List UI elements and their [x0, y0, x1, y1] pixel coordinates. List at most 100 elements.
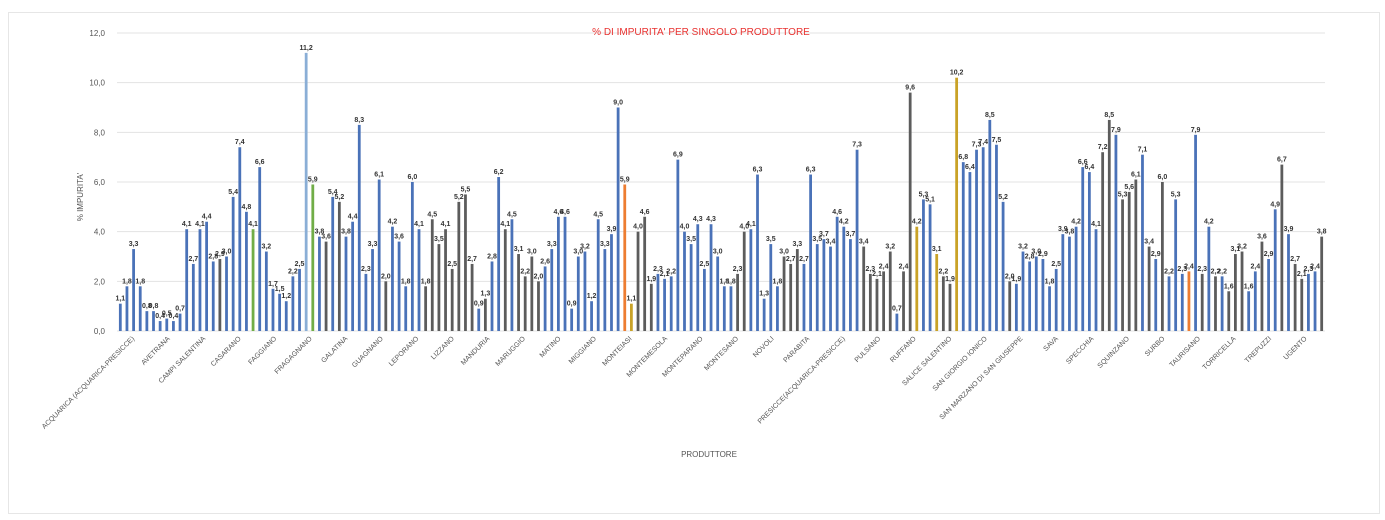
- bar: [902, 271, 905, 331]
- bar: [278, 293, 282, 331]
- bar: [377, 179, 381, 331]
- bar-value-label: 0,5: [162, 311, 172, 318]
- bar-value-label: 2,0: [1005, 273, 1015, 280]
- bar-value-label: 1,3: [759, 291, 769, 298]
- bar-value-label: 9,6: [905, 85, 915, 92]
- bar: [1061, 234, 1065, 331]
- bar-value-label: 3,0: [1031, 249, 1041, 256]
- bar-value-label: 2,2: [938, 268, 948, 275]
- x-category-label: SURBO: [1144, 335, 1167, 358]
- bar: [430, 219, 434, 331]
- bar: [410, 182, 414, 331]
- x-category-label: UGENTO: [1283, 335, 1309, 361]
- bar-value-label: 2,9: [1038, 251, 1048, 258]
- bar-value-label: 7,9: [1191, 127, 1201, 134]
- bar-value-label: 3,9: [607, 226, 617, 233]
- bar: [331, 196, 335, 331]
- y-axis-ticks: 0,0 2,0 4,0 6,0 8,0 10,0 12,0: [89, 29, 105, 336]
- bar-value-label: 11,2: [300, 45, 313, 52]
- bar-value-label: 4,6: [832, 209, 842, 216]
- bar-value-label: 2,4: [1310, 263, 1320, 270]
- bar-value-label: 3,0: [573, 249, 583, 256]
- bar-value-label: 6,9: [673, 152, 683, 159]
- bar: [643, 216, 647, 331]
- bar-value-label: 4,0: [680, 224, 690, 231]
- bar: [1014, 283, 1018, 331]
- bar: [875, 278, 879, 331]
- bar: [576, 256, 580, 331]
- bar-value-label: 4,3: [706, 216, 716, 223]
- bar: [337, 201, 341, 331]
- bar-value-label: 3,3: [547, 241, 557, 248]
- bar: [842, 226, 846, 331]
- bar-value-label: 4,4: [202, 214, 212, 221]
- bar-value-label: 3,8: [1317, 229, 1327, 236]
- bar-value-label: 4,5: [593, 211, 603, 218]
- bar-value-label: 8,3: [354, 117, 364, 124]
- bar-value-label: 4,4: [348, 214, 358, 221]
- bar: [855, 149, 859, 331]
- bar: [669, 276, 673, 331]
- bar-value-label: 0,4: [169, 313, 179, 320]
- bar: [550, 249, 554, 331]
- y-tick-label: 8,0: [94, 128, 106, 137]
- bar: [218, 258, 222, 331]
- bar-value-label: 4,6: [560, 209, 570, 216]
- bar: [118, 303, 122, 331]
- bar-value-label: 4,2: [388, 219, 398, 226]
- bar-value-label: 6,4: [1085, 164, 1095, 171]
- bar: [563, 216, 567, 331]
- bar-value-label: 2,7: [467, 256, 477, 263]
- bar: [596, 219, 600, 331]
- bar-value-label: 2,5: [447, 261, 457, 268]
- bar-value-label: 3,3: [368, 241, 378, 248]
- bar: [1320, 236, 1324, 331]
- bar: [1187, 271, 1191, 331]
- bar-value-label: 4,3: [693, 216, 703, 223]
- bar-value-label: 6,1: [1131, 172, 1141, 179]
- bar-value-label: 1,2: [587, 293, 597, 300]
- bar: [1068, 236, 1071, 331]
- impurity-bar-chart: 0,02,04,06,08,010,012,0 1,11,83,31,80,80…: [41, 27, 1327, 459]
- bar-value-label: 4,2: [839, 219, 849, 226]
- bar-value-label: 4,0: [739, 224, 749, 231]
- bar-value-label: 3,2: [580, 244, 590, 251]
- bar-value-label: 2,2: [1211, 268, 1221, 275]
- x-category-label: FRAGAGNANO: [274, 335, 315, 376]
- bar: [716, 256, 720, 331]
- x-category-label: SQUINZANO: [1097, 335, 1132, 370]
- bar: [1234, 254, 1237, 331]
- bar-value-label: 4,1: [746, 221, 756, 228]
- bar-value-label: 2,5: [1051, 261, 1061, 268]
- bar-value-label: 3,2: [1018, 244, 1028, 251]
- bar: [882, 271, 886, 331]
- bar: [245, 211, 248, 331]
- bar: [1087, 172, 1091, 331]
- x-category-label: MARUGGIO: [495, 335, 528, 368]
- bar: [1008, 281, 1012, 331]
- bar: [470, 263, 474, 331]
- bar: [868, 273, 872, 331]
- bar-value-label: 3,4: [826, 239, 836, 246]
- bar: [988, 119, 992, 332]
- bar: [1048, 286, 1051, 331]
- bar: [1034, 256, 1038, 331]
- bar: [145, 311, 149, 331]
- bar: [1147, 246, 1151, 331]
- bar-value-label: 4,1: [195, 221, 205, 228]
- x-category-label: ACQUARICA (ACQUARICA-PRESICCE): [41, 335, 136, 430]
- bar-value-label: 2,5: [295, 261, 305, 268]
- bar: [722, 286, 726, 331]
- bar: [729, 286, 733, 331]
- bar: [271, 288, 275, 331]
- bar: [975, 149, 978, 331]
- bar-value-label: 3,4: [859, 239, 869, 246]
- bar-value-label: 4,5: [507, 211, 517, 218]
- bar-value-label: 10,2: [950, 70, 964, 77]
- bar: [1240, 251, 1244, 331]
- bar: [849, 239, 852, 331]
- bar: [1028, 261, 1032, 331]
- bar-value-label: 3,5: [686, 236, 696, 243]
- bar: [1167, 276, 1171, 331]
- chart-frame: 0,0 2,0 4,0 6,0 8,0 10,0 12,0 1,1 1,8 3,3 1,8 0,8 0…: [8, 12, 1380, 514]
